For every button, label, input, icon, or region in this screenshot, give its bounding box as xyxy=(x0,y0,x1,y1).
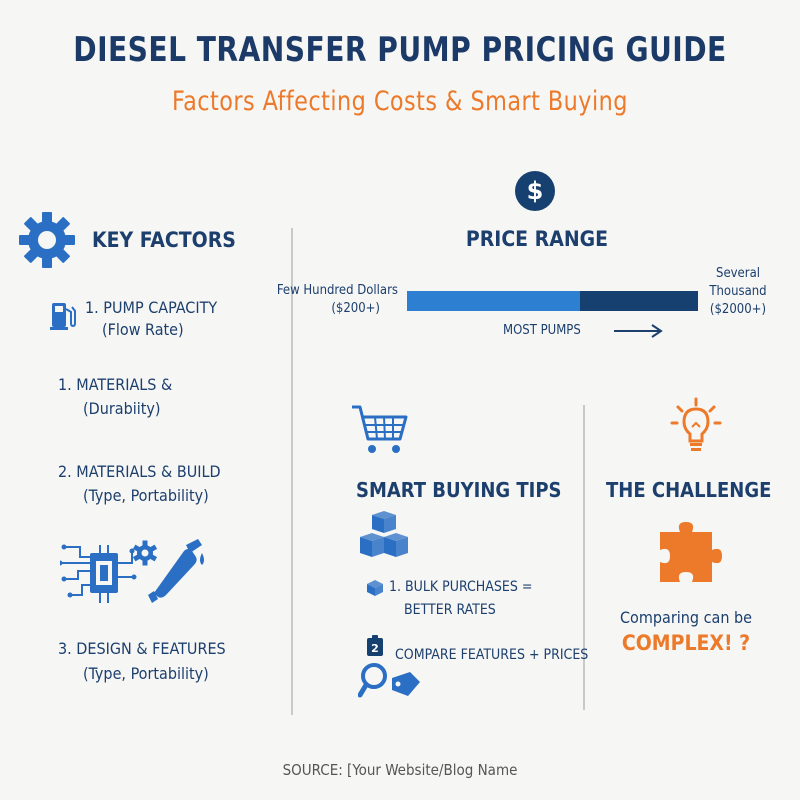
tip-1-line-1: 1. BULK PURCHASES = xyxy=(389,579,533,595)
gear-icon xyxy=(18,211,76,273)
dollar-icon: $ xyxy=(514,170,556,216)
circuit-chip-icon xyxy=(57,537,140,613)
price-low-value: ($200+) xyxy=(331,301,380,316)
price-low-label: Few Hundred Dollars xyxy=(276,283,398,298)
page-subtitle: Factors Affecting Costs & Smart Buying xyxy=(172,86,628,117)
price-range-heading: PRICE RANGE xyxy=(465,227,609,251)
tip-2-text: COMPARE FEATURES + PRICES xyxy=(395,647,589,663)
factor-3-title: 2. MATERIALS & BUILD xyxy=(58,462,221,481)
factor-4-title: 3. DESIGN & FEATURES xyxy=(58,639,226,658)
arrow-right-icon xyxy=(612,323,664,343)
magnifier-tag-icon xyxy=(357,660,422,704)
factor-1-title: 1. PUMP CAPACITY xyxy=(85,298,218,317)
boxes-icon xyxy=(358,511,410,565)
small-gear-icon xyxy=(132,540,158,570)
tip-1-line-2: BETTER RATES xyxy=(404,602,496,618)
price-high-value: ($2000+) xyxy=(709,302,767,317)
fuel-pump-icon xyxy=(50,299,76,335)
smart-buying-heading: SMART BUYING TIPS xyxy=(356,478,562,502)
most-pumps-label: MOST PUMPS xyxy=(503,323,581,338)
factor-2-detail: (Durabiity) xyxy=(83,399,161,418)
puzzle-piece-icon xyxy=(654,520,724,592)
lightbulb-icon xyxy=(668,397,724,459)
fuel-nozzle-icon xyxy=(140,535,210,609)
price-high-label-2: Thousand xyxy=(709,284,767,299)
divider-left xyxy=(291,228,293,715)
key-factors-heading: KEY FACTORS xyxy=(92,228,236,252)
tag-number-text: 2 xyxy=(371,642,379,655)
challenge-heading: THE CHALLENGE xyxy=(606,478,772,502)
tag-number-icon: 2 xyxy=(366,635,384,661)
source-footer: SOURCE: [Your Website/Blog Name xyxy=(282,761,518,779)
factor-1-detail: (Flow Rate) xyxy=(102,320,184,339)
price-bar-high-segment xyxy=(580,291,698,311)
shopping-cart-icon xyxy=(350,403,410,461)
divider-right xyxy=(583,405,585,710)
factor-3-detail: (Type, Portability) xyxy=(83,486,209,505)
factor-4-detail: (Type, Portability) xyxy=(83,664,209,683)
price-bar-low-segment xyxy=(407,291,580,311)
svg-text:$: $ xyxy=(527,177,544,205)
challenge-line-2: COMPLEX! ? xyxy=(621,631,751,655)
page-title: DIESEL TRANSFER PUMP PRICING GUIDE xyxy=(73,30,727,70)
box-icon xyxy=(366,579,384,601)
factor-2-title: 1. MATERIALS & xyxy=(58,375,173,394)
price-high-label-1: Several xyxy=(716,266,760,281)
challenge-line-1: Comparing can be xyxy=(619,608,753,627)
